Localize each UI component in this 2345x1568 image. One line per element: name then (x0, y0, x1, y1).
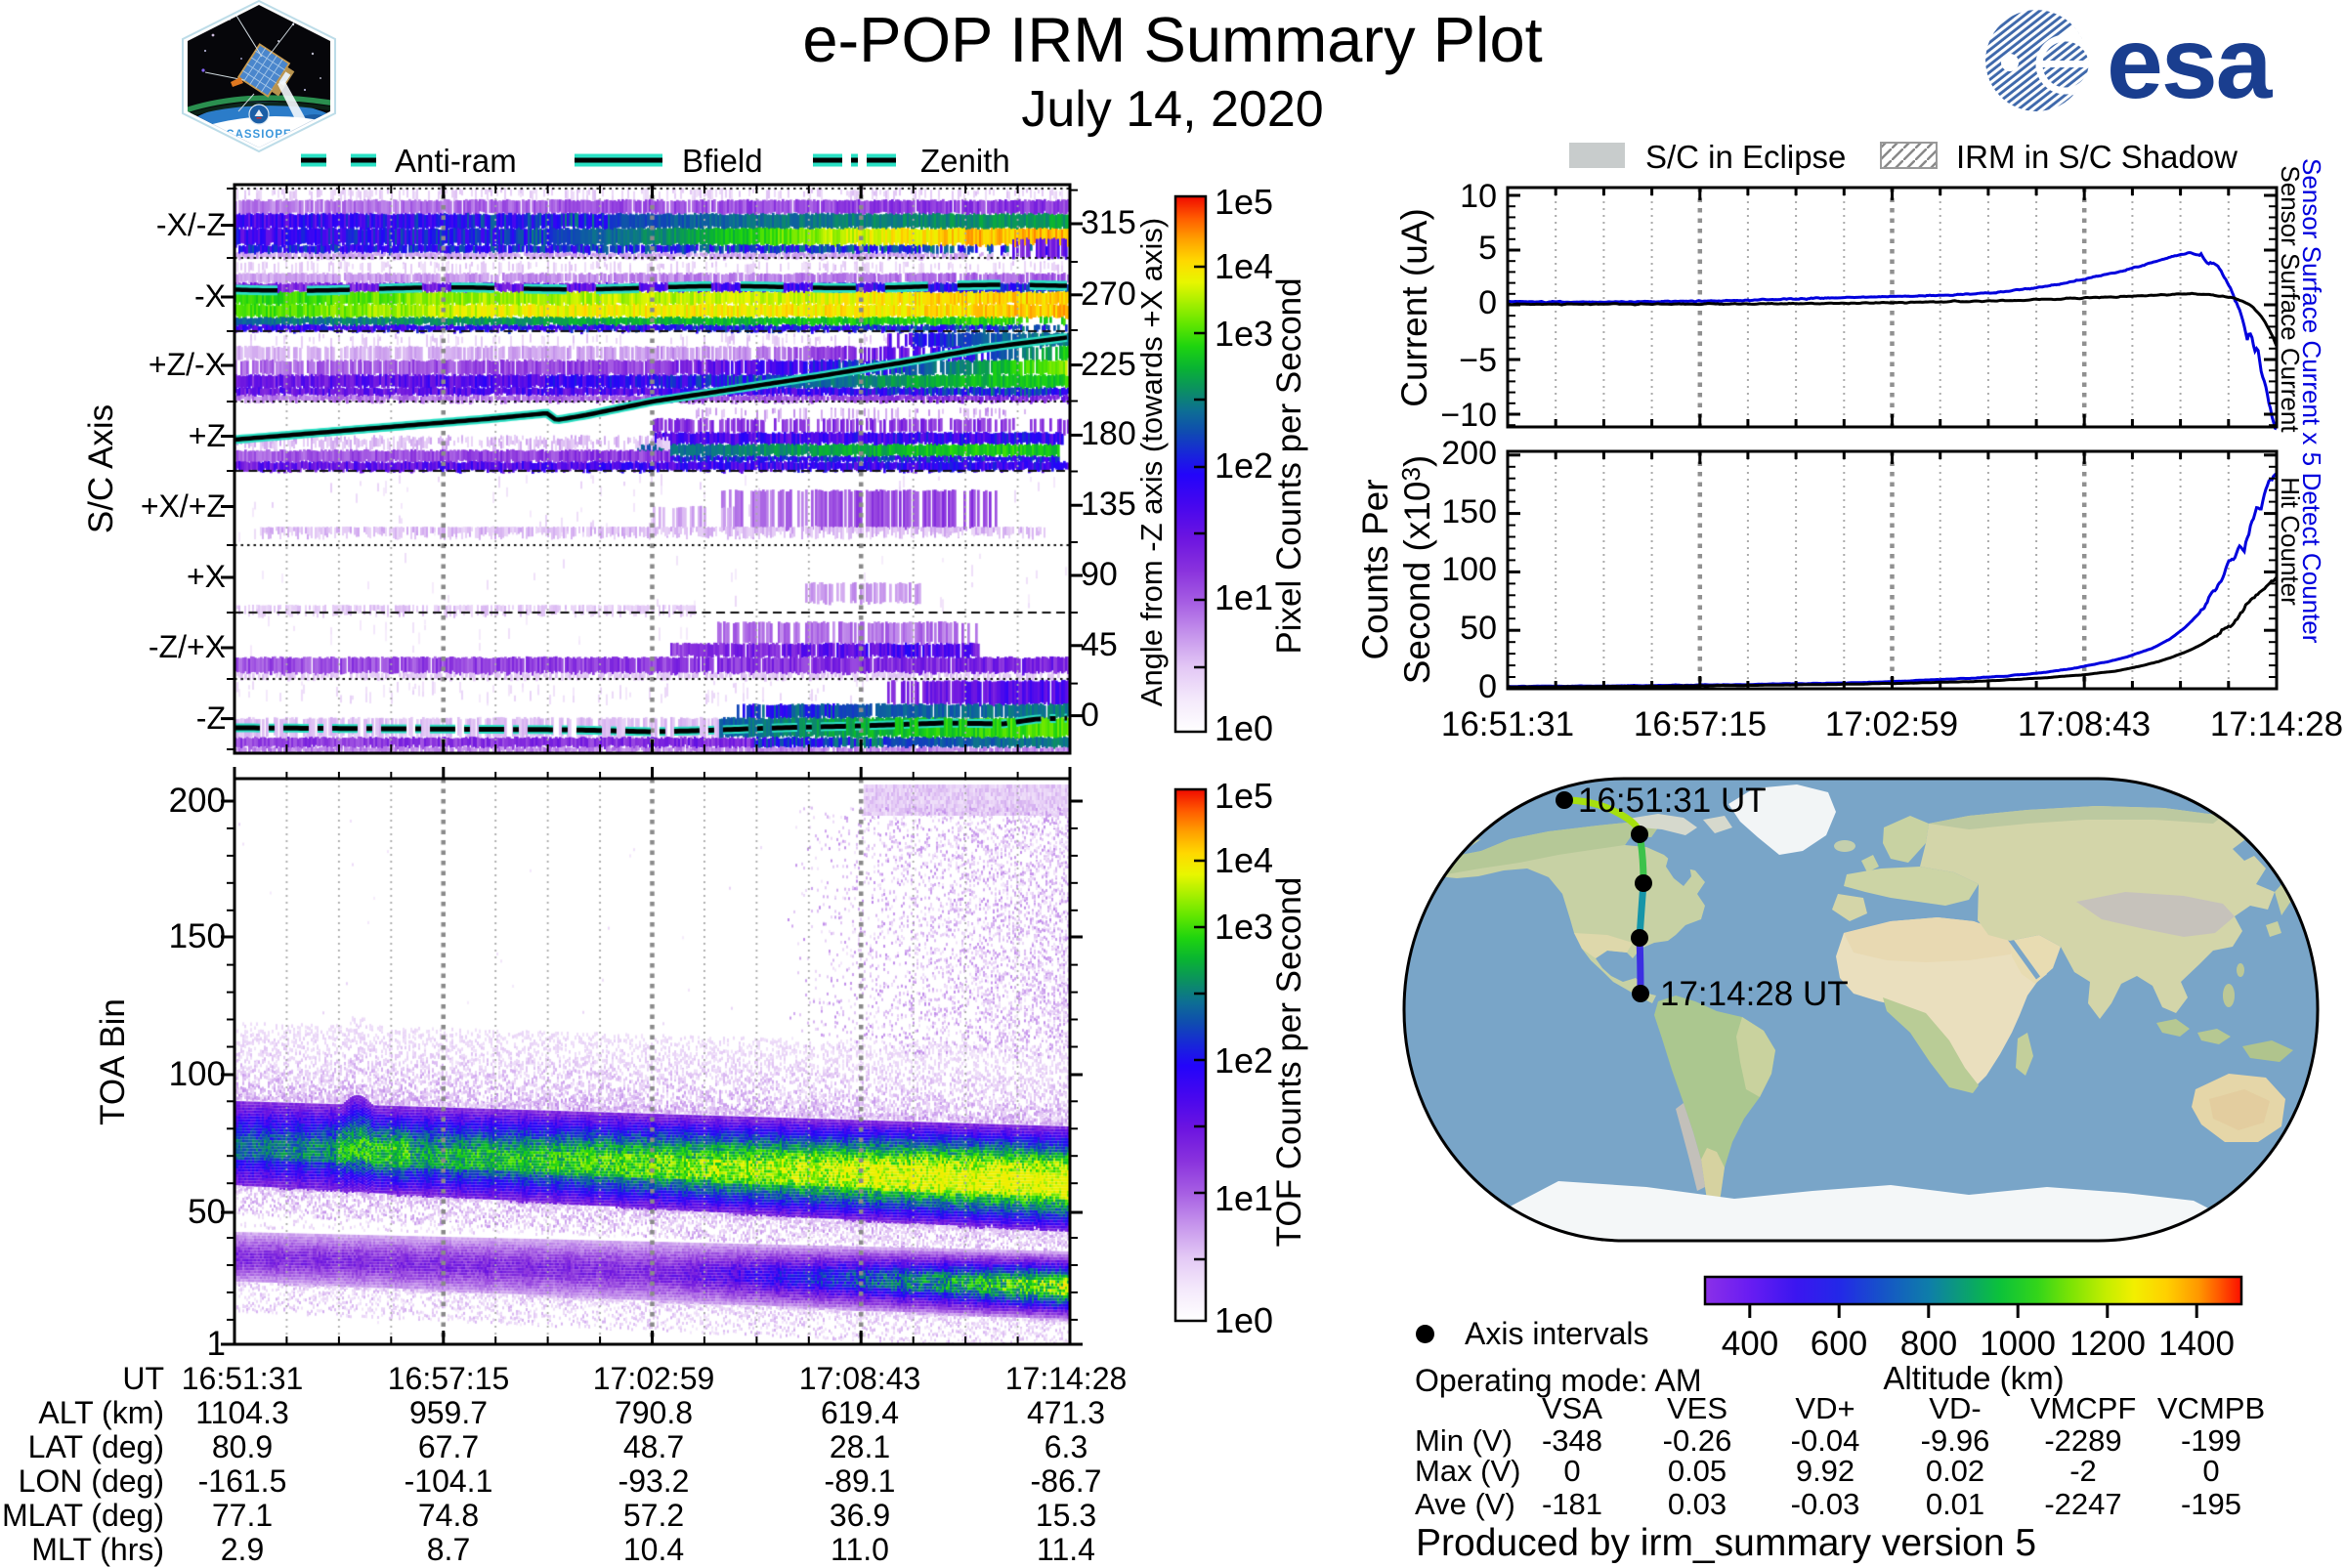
svg-text:esa: esa (2107, 7, 2273, 119)
svg-text:16:51:31 UT: 16:51:31 UT (1578, 782, 1767, 820)
svg-text:CASSIOPE: CASSIOPE (226, 129, 291, 141)
svg-text:17:14:28 UT: 17:14:28 UT (1660, 975, 1849, 1013)
